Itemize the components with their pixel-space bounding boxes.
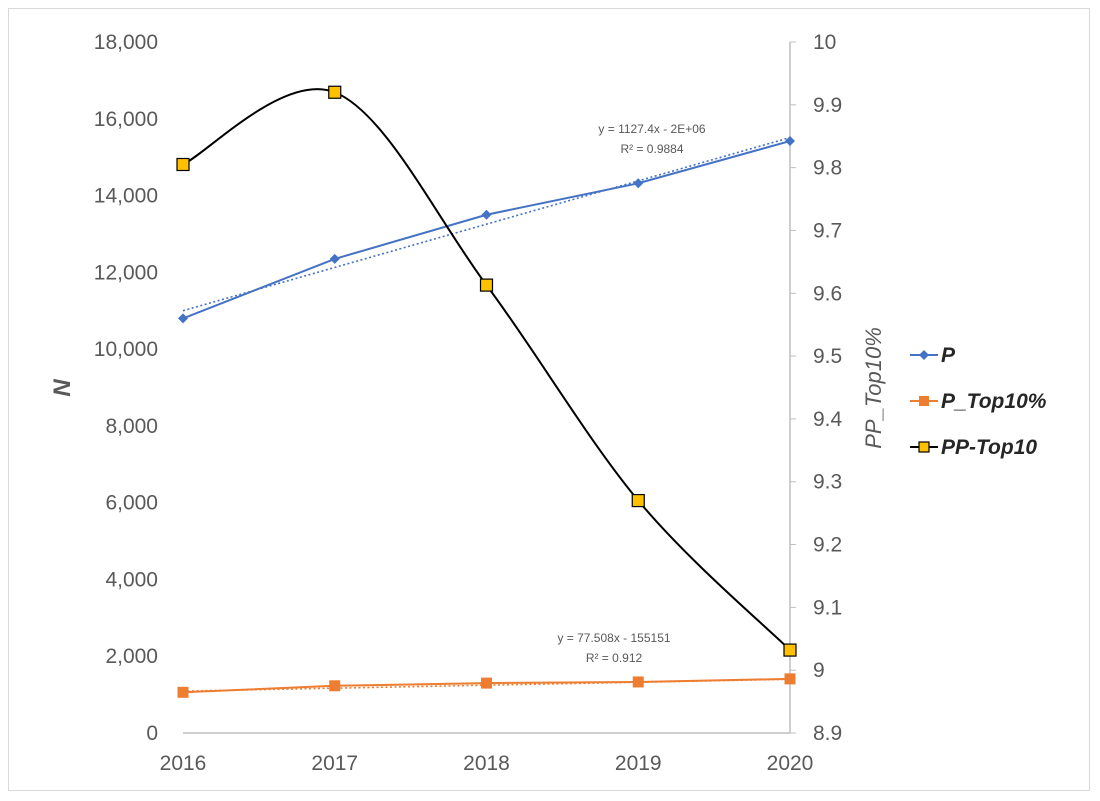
data-point-pp-top10 bbox=[479, 278, 494, 292]
trendlines: y = 1127.4x - 2E+06 R² = 0.9884 y = 77.508… bbox=[182, 122, 791, 692]
y-tick-label: 2,000 bbox=[105, 645, 158, 668]
y2-tick-label: 9 bbox=[813, 659, 825, 682]
legend-label-pp-top10: PP-Top10 bbox=[941, 436, 1037, 459]
x-tick-label: 2016 bbox=[160, 752, 207, 775]
x-tick-label: 2019 bbox=[615, 752, 662, 775]
y2-tick-label: 9.9 bbox=[813, 94, 842, 117]
data-point-p-top10 bbox=[329, 680, 341, 692]
y-tick-label: 10,000 bbox=[94, 338, 158, 361]
data-point-p bbox=[481, 209, 492, 220]
trendline-r2: R² = 0.9884 bbox=[620, 142, 683, 156]
data-point-p bbox=[178, 313, 188, 324]
y2-tick-label: 9.2 bbox=[813, 534, 842, 557]
x-tick-label: 2020 bbox=[767, 752, 814, 775]
legend: P P_Top10% PP-Top10 bbox=[910, 344, 1047, 459]
data-point-p-top10 bbox=[177, 686, 189, 698]
y2-tick-label: 9.7 bbox=[813, 219, 842, 242]
data-point-pp-top10 bbox=[631, 493, 645, 508]
x-tick-label: 2017 bbox=[311, 752, 358, 775]
series-line-pp-top10 bbox=[182, 88, 791, 651]
legend-label-p: P bbox=[941, 344, 956, 367]
data-point-p-top10 bbox=[481, 677, 492, 689]
y-tick-label: 6,000 bbox=[105, 492, 158, 515]
y2-tick-label: 10 bbox=[813, 31, 836, 54]
y2-tick-label: 9.6 bbox=[813, 282, 842, 305]
y2-axis-title: PP_Top10% bbox=[861, 327, 886, 449]
y-tick-label: 8,000 bbox=[105, 415, 158, 438]
trendline-equation: y = 1127.4x - 2E+06 bbox=[598, 122, 706, 136]
trendline-equation: y = 77.508x - 155151 bbox=[557, 631, 670, 645]
y2-tick-label: 9.3 bbox=[813, 471, 842, 494]
legend-marker-p bbox=[919, 350, 929, 360]
trendline-p bbox=[182, 136, 791, 312]
y2-tick-label: 8.9 bbox=[813, 722, 842, 745]
y-tick-label: 18,000 bbox=[94, 31, 158, 54]
x-tick-label: 2018 bbox=[463, 752, 510, 775]
legend-label-p-top10: P_Top10% bbox=[941, 390, 1047, 413]
data-point-p-top10 bbox=[784, 673, 796, 685]
y-tick-label: 12,000 bbox=[94, 261, 158, 284]
legend-marker-pp-top10 bbox=[918, 441, 930, 453]
data-point-p bbox=[785, 136, 795, 147]
data-point-p bbox=[633, 178, 644, 189]
y-tick-label: 14,000 bbox=[94, 185, 158, 208]
y2-tick-label: 9.8 bbox=[813, 157, 842, 180]
y-tick-label: 16,000 bbox=[94, 108, 158, 131]
y2-tick-label: 9.5 bbox=[813, 345, 842, 368]
data-point-pp-top10 bbox=[328, 85, 342, 99]
series-lines bbox=[182, 88, 791, 694]
data-point-p bbox=[329, 253, 340, 264]
data-point-p-top10 bbox=[632, 676, 644, 688]
trendline-r2: R² = 0.912 bbox=[586, 651, 643, 665]
y-tick-label: 0 bbox=[146, 722, 158, 745]
data-point-pp-top10 bbox=[176, 157, 190, 172]
data-point-pp-top10 bbox=[783, 643, 797, 657]
y2-tick-label: 9.4 bbox=[813, 408, 843, 431]
series-markers bbox=[176, 85, 797, 698]
y-axis-title: N bbox=[49, 379, 76, 397]
series-line-p bbox=[182, 140, 791, 320]
y2-tick-label: 9.1 bbox=[813, 596, 842, 619]
chart-frame bbox=[8, 8, 1090, 791]
axes: 0 2,000 4,000 6,000 8,000 10,000 12,000 14,000 1… bbox=[49, 31, 886, 775]
y-tick-label: 4,000 bbox=[105, 568, 158, 591]
legend-marker-p-top10 bbox=[919, 396, 929, 406]
